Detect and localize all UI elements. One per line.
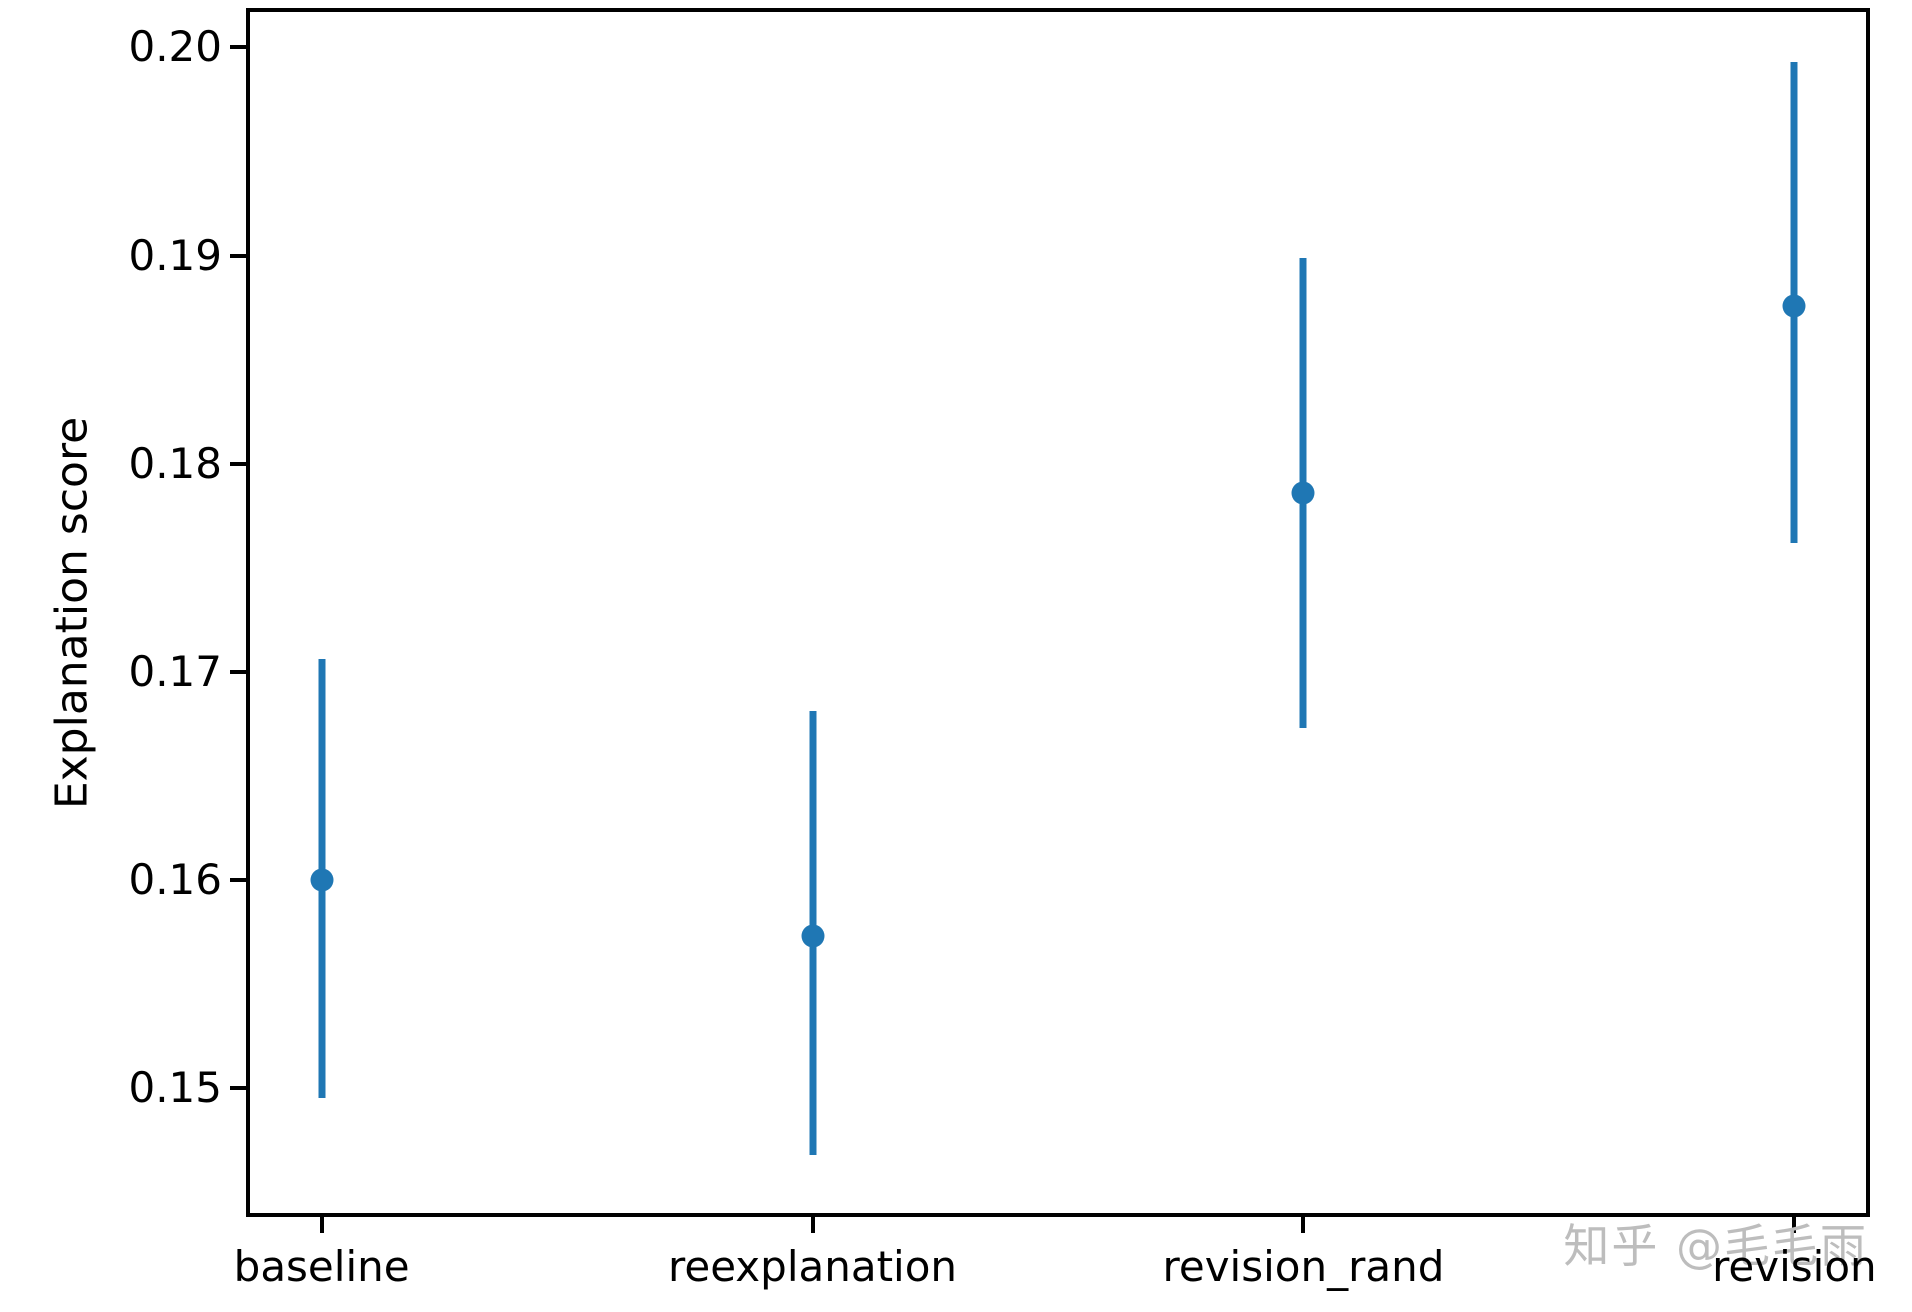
- plot-area: [246, 8, 1870, 1217]
- y-tick-label: 0.17: [128, 646, 222, 696]
- y-tick-label: 0.16: [128, 854, 222, 904]
- y-tick-label: 0.18: [128, 438, 222, 488]
- y-tick: [230, 461, 246, 466]
- x-tick-label: revision: [1712, 1242, 1877, 1291]
- x-tick: [810, 1217, 815, 1233]
- x-tick: [1792, 1217, 1797, 1233]
- y-tick: [230, 253, 246, 258]
- y-tick: [230, 669, 246, 674]
- y-tick: [230, 877, 246, 882]
- x-tick: [319, 1217, 324, 1233]
- y-tick: [230, 1086, 246, 1091]
- x-tick-label: reexplanation: [668, 1242, 958, 1291]
- x-tick-label: baseline: [233, 1242, 410, 1291]
- y-tick-label: 0.20: [128, 22, 222, 72]
- x-tick-label: revision_rand: [1162, 1242, 1445, 1291]
- y-tick-label: 0.19: [128, 230, 222, 280]
- x-tick: [1301, 1217, 1306, 1233]
- y-tick: [230, 45, 246, 50]
- y-tick-label: 0.15: [128, 1063, 222, 1113]
- data-point-marker: [801, 924, 825, 948]
- data-point-marker: [1782, 294, 1806, 318]
- data-point-marker: [1291, 481, 1315, 505]
- watermark: 知乎 @毛毛雨: [1563, 1219, 1868, 1273]
- data-point-marker: [310, 868, 334, 892]
